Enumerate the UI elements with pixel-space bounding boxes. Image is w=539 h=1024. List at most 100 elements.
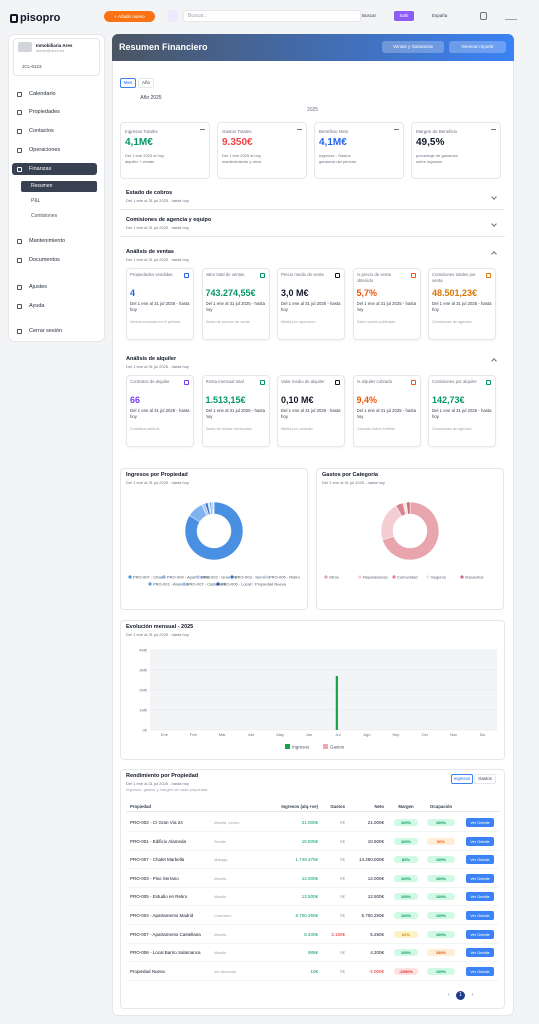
section-title[interactable]: Estado de cobros (126, 190, 173, 196)
detail-button[interactable]: Ver Detalle (466, 929, 494, 939)
header-rule (126, 811, 499, 812)
detail-button[interactable]: Ver Detalle (466, 873, 494, 883)
period-select[interactable]: Año 2025 (140, 95, 162, 101)
menu-icon (17, 329, 22, 334)
menu-item[interactable]: Mantenimiento (29, 238, 66, 244)
metric-label: Renta mensual total (205, 379, 244, 384)
toggle-button[interactable]: Gastos (474, 774, 496, 784)
detail-button[interactable]: Ver Detalle (466, 911, 494, 920)
metric-value: 5,7% (356, 288, 378, 298)
property-name: PRO-007 - Apartamento Castellana (130, 931, 201, 937)
kpi-value: 9.350€ (222, 137, 253, 148)
submenu-item[interactable]: Comisiones (31, 213, 58, 219)
donut-chart: PRO-007 - Chalet PRO-004 - ApartamentoPRO… (128, 501, 301, 587)
detail-button[interactable]: Ver Detalle (466, 966, 494, 976)
detail-button[interactable]: Ver Detalle (466, 892, 494, 902)
search-icon (168, 10, 178, 22)
metric-label: Comisiones por alquiler (432, 379, 477, 384)
kpi-card (411, 122, 501, 179)
add-button[interactable]: + Añadir nuevo (104, 11, 155, 22)
menu-item[interactable]: Ayuda (29, 303, 45, 309)
property-name: PRO-004 - Apartamento Madrid (130, 913, 194, 918)
search-input[interactable]: Buscar... (183, 10, 361, 22)
metric-value: 743.274,55€ (205, 288, 256, 298)
chart-title: Ingresos por Propiedad (126, 472, 188, 478)
badge: 100% (427, 856, 455, 864)
generate-button[interactable]: Generar reporte (449, 41, 506, 53)
user-name: Inmobiliaria Ares (36, 43, 73, 48)
analysis-subtitle: Del 1 ene al 31 jul 2025 - hasta hoy (126, 364, 189, 369)
period-tab[interactable]: Año (138, 78, 154, 88)
notifications[interactable] (480, 12, 487, 20)
menu-item[interactable]: Propiedades (29, 109, 60, 115)
toggle-button[interactable]: Ingresos (451, 774, 473, 784)
page-button[interactable]: 1 (456, 991, 465, 1000)
chart-title: Gastos por Categoría (322, 472, 378, 478)
menu-item[interactable]: Documentos (29, 257, 60, 263)
metric-label: Precio medio de venta (281, 272, 324, 277)
table-cell: 0€ (339, 838, 345, 844)
page-button[interactable]: ‹ (447, 992, 450, 998)
table-cell: 0€ (339, 968, 345, 974)
detail-button[interactable]: Ver Detalle (466, 948, 494, 958)
detail-button[interactable]: Ver Detalle (466, 818, 494, 827)
page-title: Resumen Financiero (119, 42, 208, 52)
exit-button[interactable]: Salir (394, 11, 414, 21)
table-cell: 14.000€ (301, 875, 318, 881)
language[interactable]: España (432, 13, 448, 18)
avatar (505, 12, 517, 20)
submenu-item[interactable]: Resumen (31, 183, 53, 189)
chart-card (120, 468, 308, 610)
kpi-label: Gastos Totales (222, 129, 252, 134)
legend-label: PRO-006 - Local (221, 582, 251, 587)
x-tick-label: May (276, 732, 284, 737)
metric-card (352, 268, 421, 340)
menu-item[interactable]: Operaciones (29, 147, 61, 153)
metric-card (277, 268, 345, 340)
metric-sub: Del 1 ene al 31 jul 2025 - hasta hoy (432, 301, 492, 312)
metric-card (201, 375, 270, 447)
logo-icon (10, 14, 18, 23)
menu-item[interactable]: Contactos (29, 128, 54, 134)
kpi-icon (200, 129, 205, 133)
property-detail: Madrid (214, 875, 227, 881)
badge: 100% (394, 874, 418, 882)
detail-button[interactable]: Ver Detalle (466, 836, 494, 846)
table-cell: 12.500€ (367, 894, 384, 900)
kpi-card (217, 122, 307, 179)
period-tab[interactable]: Mes (120, 78, 136, 88)
table-title: Rendimiento por Propiedad (126, 773, 199, 779)
pie-slice (213, 501, 215, 515)
legend-swatch (148, 582, 152, 586)
metric-icon (410, 273, 416, 278)
kpi-icon (491, 129, 496, 133)
property-detail: Chamberí (214, 913, 232, 918)
page-button[interactable]: › (471, 992, 474, 998)
section-title[interactable]: Comisiones de agencia y equipo (126, 217, 212, 223)
kpi-value: 49,5% (416, 137, 445, 148)
pie-slice (184, 501, 244, 561)
badge: 100% (394, 949, 418, 957)
metric-card (352, 375, 421, 447)
submenu-item[interactable]: P&L (31, 198, 41, 204)
metric-label: Propiedades vendidas (130, 272, 173, 277)
legend-label: Propiedad Nueva (255, 582, 287, 587)
metric-sub: Del 1 ene al 31 jul 2025 - hasta hoy (205, 301, 265, 312)
select[interactable]: Buscar (362, 13, 377, 18)
menu-item[interactable]: Cerrar sesión (29, 328, 63, 334)
property-detail: Málaga (214, 857, 228, 863)
detail-button[interactable]: Ver Detalle (466, 855, 494, 865)
menu-item[interactable]: Calendario (29, 91, 56, 97)
menu-item[interactable]: Ajustes (29, 284, 48, 290)
table-cell: 4.200€ (370, 950, 384, 956)
badge: 62% (394, 930, 418, 938)
section-row (120, 188, 505, 210)
property-name: PRO-005 - Estudio en Retiro (130, 894, 188, 900)
report-button[interactable]: Ventas y Ganancias (382, 41, 444, 53)
menu-item[interactable]: Finanzas (29, 166, 52, 172)
chart-card (316, 468, 504, 610)
legend-label: Gastos (330, 745, 345, 750)
legend-swatch (182, 582, 186, 586)
metric-sub: Del 1 ene al 31 jul 2025 - hasta hoy (205, 408, 265, 419)
user-card (13, 38, 100, 76)
